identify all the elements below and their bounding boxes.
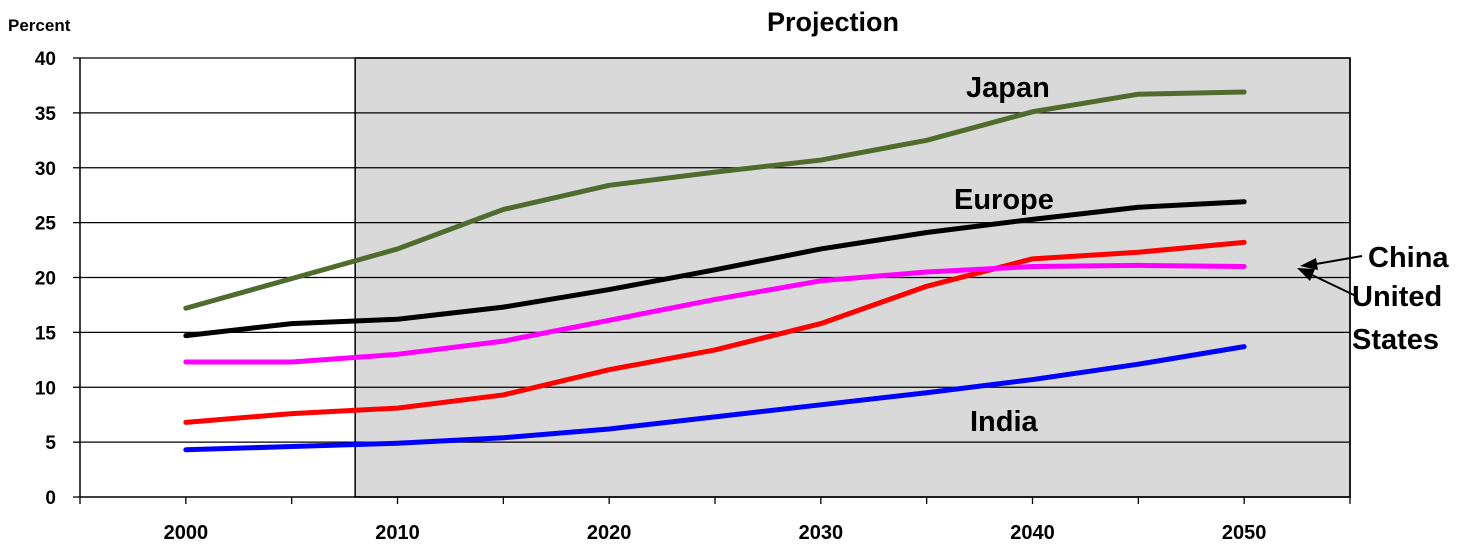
axes	[79, 58, 1351, 504]
y-tick-label: 20	[35, 269, 56, 290]
series-label-india: India	[970, 406, 1039, 438]
series-line-india	[183, 344, 1247, 453]
x-tick-label: 2010	[375, 522, 420, 544]
gridlines	[73, 57, 1350, 498]
y-tick-label: 5	[45, 433, 56, 454]
x-tick-label: 2040	[1010, 522, 1055, 544]
arrow-china	[1300, 255, 1363, 270]
arrow-united-states	[1297, 268, 1357, 297]
x-tick-labels: 2000 2010 2020 2030 2040 2050	[164, 522, 1267, 544]
x-tick-label: 2000	[164, 522, 209, 544]
series-label-united-states-line1: United	[1352, 281, 1442, 313]
y-tick-label: 15	[35, 323, 57, 344]
x-tick-label: 2050	[1222, 522, 1267, 544]
y-tick-label: 25	[35, 214, 57, 235]
series-label-united-states-line2: States	[1352, 324, 1439, 356]
y-tick-label: 10	[35, 378, 56, 399]
series-line-china	[183, 239, 1247, 425]
series-line-europe	[183, 199, 1247, 339]
y-tick-label: 0	[45, 488, 56, 509]
projection-label: Projection	[767, 7, 899, 37]
y-tick-label: 35	[35, 104, 57, 125]
y-axis-label: Percent	[8, 16, 71, 35]
series-label-europe: Europe	[954, 184, 1054, 216]
x-tick-label: 2020	[587, 522, 632, 544]
series-line-japan	[183, 89, 1247, 311]
series-label-china: China	[1368, 242, 1449, 274]
series-label-japan: Japan	[966, 72, 1050, 104]
series-lines	[183, 89, 1247, 453]
y-tick-label: 40	[35, 49, 56, 70]
y-tick-labels: 0 5 10 15 20 25 30 35 40	[35, 49, 57, 509]
x-tick-label: 2030	[799, 522, 844, 544]
y-tick-label: 30	[35, 159, 56, 180]
series-line-united-states	[183, 262, 1247, 365]
